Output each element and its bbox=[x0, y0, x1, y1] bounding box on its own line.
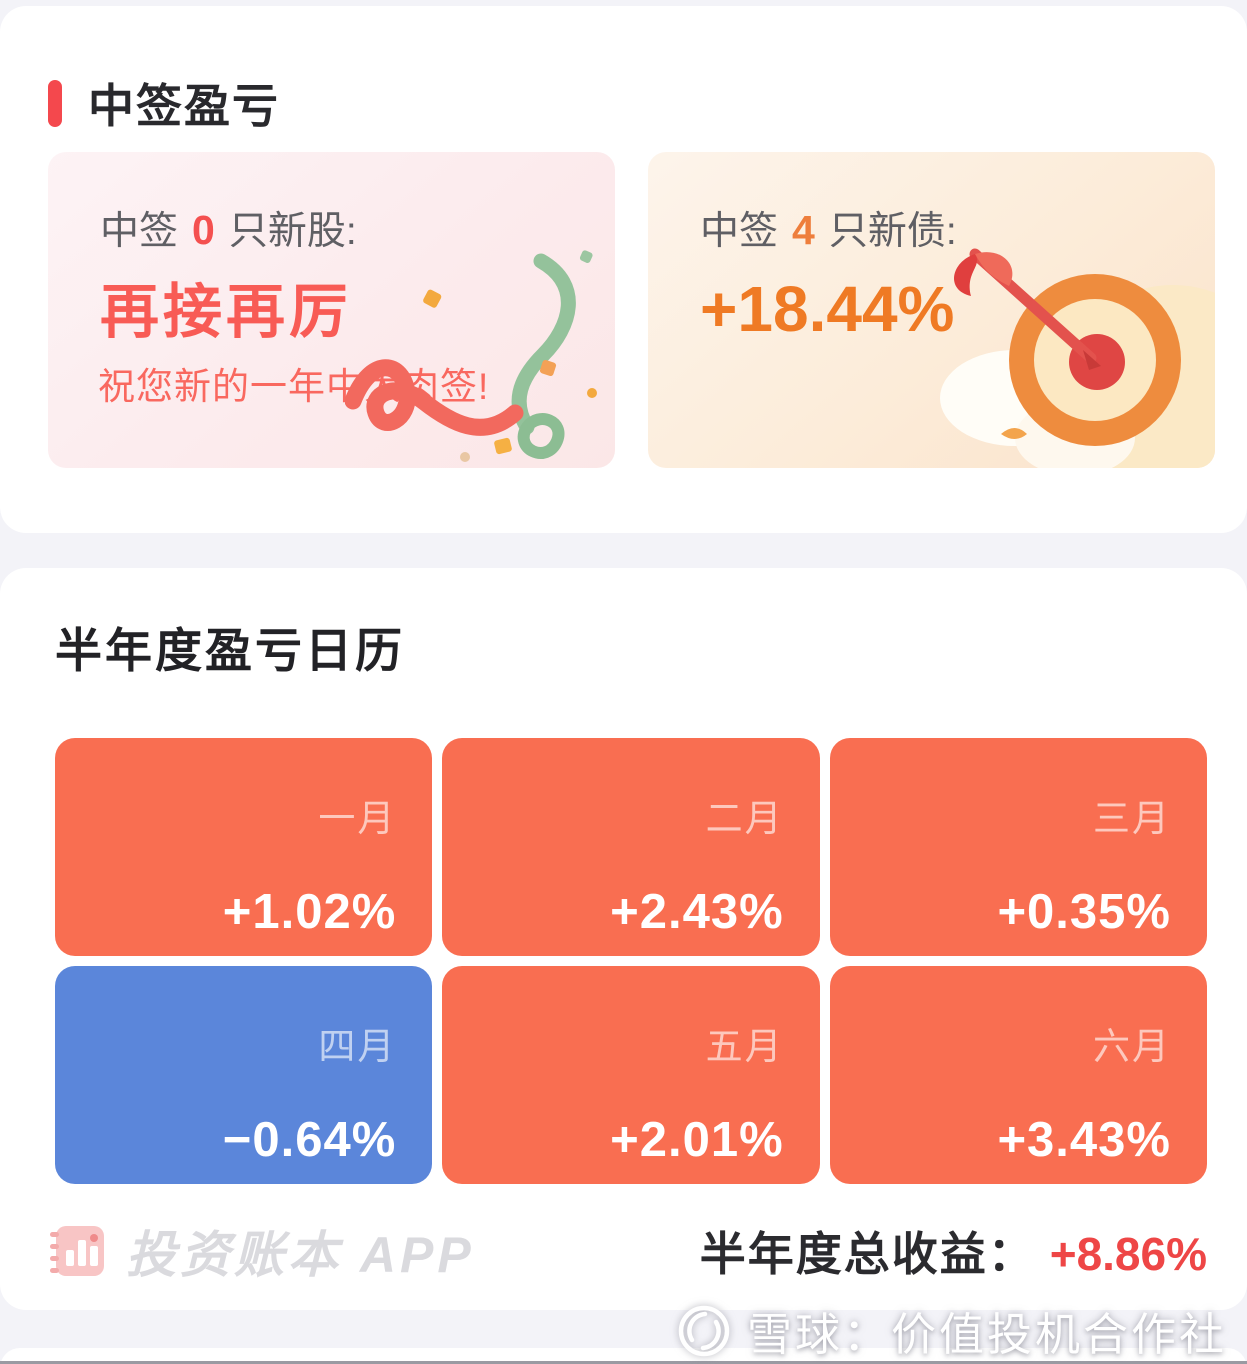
month-cell-january[interactable]: 一月 +1.02% bbox=[55, 738, 433, 956]
stock-subline: 祝您新的一年中大肉签! bbox=[98, 366, 490, 407]
month-value: +2.43% bbox=[610, 885, 784, 939]
month-grid: 一月 +1.02% 二月 +2.43% 三月 +0.35% 四月 −0.64% … bbox=[55, 738, 1207, 1184]
new-stock-result-card[interactable]: 中签 0 只新股: 再接再厉 祝您新的一年中大肉签! bbox=[48, 152, 615, 468]
month-cell-february[interactable]: 二月 +2.43% bbox=[442, 738, 820, 956]
month-label: 五月 bbox=[705, 1026, 784, 1067]
next-card-partial bbox=[0, 1348, 1247, 1364]
bond-return-value: +18.44% bbox=[700, 273, 955, 345]
month-label: 六月 bbox=[1093, 1026, 1171, 1067]
month-value: +2.01% bbox=[610, 1113, 784, 1167]
month-cell-march[interactable]: 三月 +0.35% bbox=[829, 738, 1207, 956]
month-cell-may[interactable]: 五月 +2.01% bbox=[442, 966, 820, 1184]
lottery-cards-row: 中签 0 只新股: 再接再厉 祝您新的一年中大肉签! 中签 4 只新债: bbox=[48, 152, 1215, 468]
month-value: −0.64% bbox=[222, 1113, 397, 1167]
screenshot-bottom-edge bbox=[0, 1361, 1247, 1364]
summary-value: +8.86% bbox=[1049, 1228, 1207, 1280]
bond-count-suffix: 只新债: bbox=[828, 210, 957, 253]
watermark-text: 雪球：价值投机合作社 bbox=[746, 1309, 1227, 1360]
stock-headline: 再接再厉 bbox=[100, 279, 353, 345]
bond-count-prefix: 中签 bbox=[700, 210, 779, 253]
month-label: 三月 bbox=[1093, 798, 1171, 839]
bond-count-line: 中签 4 只新债: bbox=[700, 200, 957, 256]
stock-count-line: 中签 0 只新股: bbox=[100, 200, 357, 256]
new-bond-result-card[interactable]: 中签 4 只新债: +18.44% bbox=[648, 152, 1215, 468]
calendar-footer: 投资账本 APP 半年度总收益： +8.86% bbox=[48, 1216, 1207, 1286]
stock-count-number: 0 bbox=[192, 207, 215, 253]
lottery-section-header: 中签盈亏 bbox=[48, 70, 280, 136]
month-cell-june[interactable]: 六月 +3.43% bbox=[829, 966, 1207, 1184]
app-brand: 投资账本 APP bbox=[48, 1215, 475, 1287]
xueqiu-watermark: 雪球：价值投机合作社 bbox=[677, 1298, 1227, 1363]
stock-count-prefix: 中签 bbox=[100, 210, 179, 253]
ledger-chart-logo bbox=[50, 1226, 104, 1276]
month-label: 四月 bbox=[318, 1026, 397, 1067]
month-cell-april[interactable]: 四月 −0.64% bbox=[55, 966, 433, 1184]
lottery-section-title: 中签盈亏 bbox=[88, 80, 280, 132]
month-value: +0.35% bbox=[997, 885, 1171, 939]
calendar-section-title: 半年度盈亏日历 bbox=[55, 624, 405, 677]
calendar-section-card: 半年度盈亏日历 一月 +1.02% 二月 +2.43% 三月 +0.35% 四月… bbox=[0, 568, 1247, 1310]
month-label: 一月 bbox=[318, 798, 397, 839]
half-year-summary: 半年度总收益： +8.86% bbox=[700, 1218, 1207, 1284]
month-value: +3.43% bbox=[997, 1113, 1171, 1167]
accent-bar bbox=[48, 79, 62, 127]
bond-count-number: 4 bbox=[792, 207, 815, 253]
app-name-label: 投资账本 APP bbox=[126, 1227, 475, 1283]
month-label: 二月 bbox=[705, 798, 784, 839]
month-value: +1.02% bbox=[222, 885, 397, 939]
summary-label: 半年度总收益： bbox=[699, 1228, 1036, 1280]
snowball-logo bbox=[678, 1305, 730, 1356]
stock-count-suffix: 只新股: bbox=[228, 210, 357, 253]
lottery-section-card: 中签盈亏 中签 0 只新股: 再接再厉 祝您新的一年中大肉签! bbox=[0, 6, 1247, 533]
